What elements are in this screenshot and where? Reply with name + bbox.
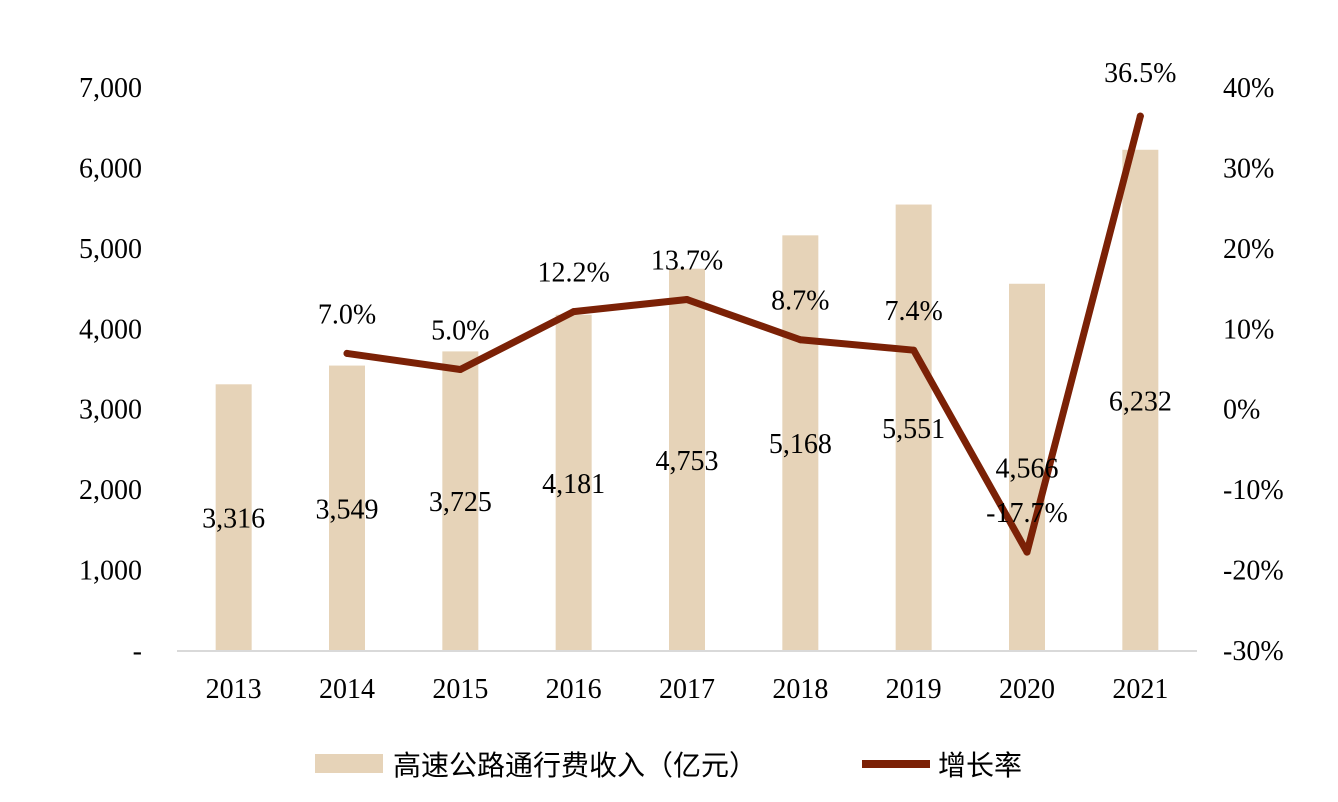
growth-point-2020 xyxy=(1023,548,1031,556)
left-tick-label: 7,000 xyxy=(79,73,142,104)
growth-label-2021: 36.5% xyxy=(1104,58,1176,89)
labels-layer: 3,316 3,549 3,725 4,181 4,753 5,168 5,551 4,566… xyxy=(202,58,1176,534)
right-tick-label: 0% xyxy=(1223,395,1260,426)
growth-point-2021 xyxy=(1136,112,1144,120)
bar-2014 xyxy=(329,365,365,651)
bar-value-label-2020: 4,566 xyxy=(996,453,1059,484)
bar-2016 xyxy=(555,314,592,651)
bars-layer xyxy=(215,149,1159,651)
bar-2017 xyxy=(669,268,705,651)
growth-label-2019: 7.4% xyxy=(885,296,943,327)
x-tick-label-2016: 2016 xyxy=(546,674,602,705)
x-tick-label-2018: 2018 xyxy=(772,674,828,705)
growth-label-2018: 8.7% xyxy=(771,286,829,317)
line-layer xyxy=(343,112,1144,556)
legend: 高速公路通行费收入（亿元） 增长率 xyxy=(315,749,1022,782)
left-tick-label: 5,000 xyxy=(79,234,142,265)
growth-point-2017 xyxy=(683,296,691,304)
bar-2019 xyxy=(895,204,932,651)
legend-bar-swatch xyxy=(315,754,383,773)
growth-label-2015: 5.0% xyxy=(431,316,489,347)
right-tick-label: -20% xyxy=(1223,556,1284,587)
right-tick-label: 20% xyxy=(1223,234,1274,265)
bar-value-label-2018: 5,168 xyxy=(769,429,832,460)
growth-point-2018 xyxy=(796,336,804,344)
growth-point-2016 xyxy=(570,308,578,316)
x-tick-label-2020: 2020 xyxy=(999,674,1055,705)
bar-value-label-2016: 4,181 xyxy=(542,469,605,500)
right-tick-label: 30% xyxy=(1223,153,1274,184)
x-tick-label-2017: 2017 xyxy=(659,674,715,705)
left-tick-label: 1,000 xyxy=(79,556,142,587)
bar-value-label-2021: 6,232 xyxy=(1109,386,1172,417)
right-tick-label: 10% xyxy=(1223,314,1274,345)
growth-label-2020: -17.7% xyxy=(986,498,1068,529)
x-tick-label-2015: 2015 xyxy=(432,674,488,705)
growth-rate-line xyxy=(343,112,1144,556)
legend-line-label: 增长率 xyxy=(938,749,1022,782)
right-tick-label: -30% xyxy=(1223,636,1284,667)
right-tick-label: -10% xyxy=(1223,475,1284,506)
bar-2021 xyxy=(1122,149,1159,651)
growth-label-2014: 7.0% xyxy=(318,299,376,330)
legend-bar-label: 高速公路通行费收入（亿元） xyxy=(393,749,757,782)
growth-point-2014 xyxy=(343,349,351,357)
left-tick-label: 6,000 xyxy=(79,153,142,184)
bar-value-label-2019: 5,551 xyxy=(882,414,945,445)
left-tick-label: 2,000 xyxy=(79,475,142,506)
bar-2020 xyxy=(1009,283,1045,651)
bar-2015 xyxy=(442,351,479,651)
left-tick-label: 3,000 xyxy=(79,395,142,426)
growth-point-2019 xyxy=(910,346,918,354)
left-tick-label: - xyxy=(133,636,142,667)
bar-2018 xyxy=(782,235,819,651)
growth-label-2016: 12.2% xyxy=(538,258,610,289)
x-tick-label-2014: 2014 xyxy=(319,674,375,705)
growth-point-2015 xyxy=(456,366,464,373)
x-tick-label-2019: 2019 xyxy=(886,674,942,705)
x-tick-label-2021: 2021 xyxy=(1112,674,1168,705)
bar-value-label-2014: 3,549 xyxy=(316,494,379,525)
bar-value-label-2017: 4,753 xyxy=(656,446,719,477)
left-tick-label: 4,000 xyxy=(79,314,142,345)
bar-value-label-2013: 3,316 xyxy=(202,504,265,535)
x-tick-label-2013: 2013 xyxy=(206,674,262,705)
right-tick-label: 40% xyxy=(1223,73,1274,104)
growth-label-2017: 13.7% xyxy=(651,246,723,277)
bar-value-label-2015: 3,725 xyxy=(429,487,492,518)
bar-2013 xyxy=(215,384,252,651)
axis-layer: - 1,000 2,000 3,000 4,000 5,000 6,000 7,000 -30%… xyxy=(79,73,1284,705)
